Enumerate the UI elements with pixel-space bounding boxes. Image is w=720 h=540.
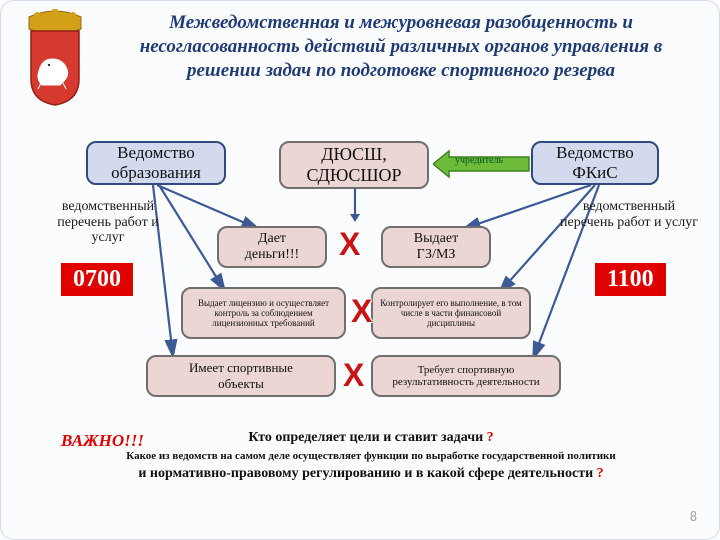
node-obj: Имеет спортивные объекты xyxy=(146,355,336,397)
node-money: Дает деньги!!! xyxy=(217,226,327,268)
left-code: 0700 xyxy=(61,263,133,296)
slide-title: Межведомственная и межуровневая разобщен… xyxy=(111,11,691,82)
slide: Межведомственная и межуровневая разобщен… xyxy=(0,0,720,540)
node-obj-label: Имеет спортивные объекты xyxy=(148,360,334,392)
x-mark-1: X xyxy=(351,293,372,330)
bottom-line2: Какое из ведомств на самом деле осуществ… xyxy=(101,449,641,463)
emblem xyxy=(19,9,91,114)
page-number: 8 xyxy=(690,508,697,525)
node-ctrl: Контролирует его выполнение, в том числе… xyxy=(371,287,531,339)
node-edu-label: Ведомство образования xyxy=(88,143,224,183)
right-code: 1100 xyxy=(595,263,666,296)
node-center-label: ДЮСШ, СДЮСШОР xyxy=(281,144,427,186)
node-gzmz: Выдает ГЗ/МЗ xyxy=(381,226,491,268)
node-ctrl-label: Контролирует его выполнение, в том числе… xyxy=(373,298,529,328)
bottom-line1: Кто определяет цели и ставит задачи ? xyxy=(101,429,641,447)
node-lic: Выдает лицензию и осуществляет контроль … xyxy=(181,287,346,339)
bottom-line3: и нормативно-правовому регулированию и в… xyxy=(53,465,689,483)
node-gzmz-label: Выдает ГЗ/МЗ xyxy=(383,231,489,263)
node-edu: Ведомство образования xyxy=(86,141,226,185)
node-lic-label: Выдает лицензию и осуществляет контроль … xyxy=(183,298,344,328)
node-res: Требует спортивную результативность деят… xyxy=(371,355,561,397)
node-sport: Ведомство ФКиС xyxy=(531,141,659,185)
node-sport-label: Ведомство ФКиС xyxy=(533,143,657,183)
node-money-label: Дает деньги!!! xyxy=(219,231,325,263)
uchreditel-arrow: учредитель xyxy=(433,149,531,179)
x-mark-0: X xyxy=(339,226,360,263)
left-caption: ведомственный перечень работ и услуг xyxy=(43,199,173,246)
uchreditel-label: учредитель xyxy=(455,155,503,166)
node-center: ДЮСШ, СДЮСШОР xyxy=(279,141,429,189)
right-caption: ведомственный перечень работ и услуг xyxy=(559,199,699,230)
node-res-label: Требует спортивную результативность деят… xyxy=(373,364,559,388)
x-mark-2: X xyxy=(343,357,364,394)
